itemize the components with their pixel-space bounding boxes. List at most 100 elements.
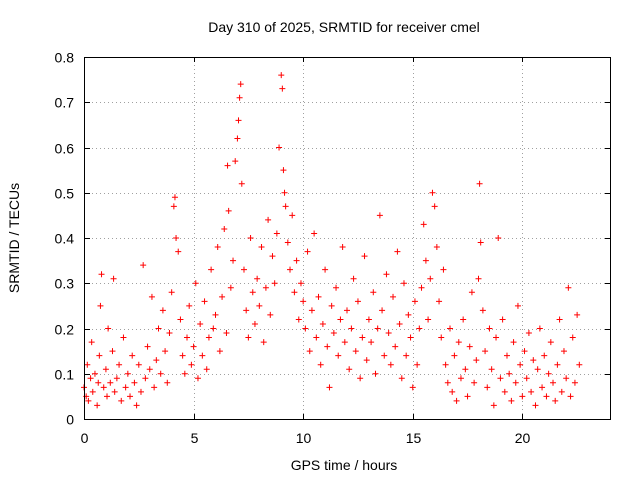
data-point (273, 230, 280, 237)
data-point (403, 352, 410, 359)
data-point (565, 284, 572, 291)
x-tick-label: 15 (406, 430, 422, 446)
data-point (341, 339, 348, 346)
data-point (168, 289, 175, 296)
data-point (530, 357, 537, 364)
data-point (142, 375, 149, 382)
data-point (383, 271, 390, 278)
data-point (319, 320, 326, 327)
data-point (455, 339, 462, 346)
data-point (256, 302, 263, 309)
y-tick-label: 0.4 (55, 231, 75, 247)
data-point (276, 144, 283, 151)
data-point (354, 298, 361, 305)
data-point (464, 393, 471, 400)
data-point (433, 244, 440, 251)
data-point (473, 357, 480, 364)
data-point (385, 330, 392, 337)
data-point (512, 379, 519, 386)
data-point (91, 370, 98, 377)
data-point (471, 379, 478, 386)
data-point (313, 334, 320, 341)
data-point (311, 230, 318, 237)
y-tick-label: 0 (66, 412, 74, 428)
data-point (135, 361, 142, 368)
data-point (376, 212, 383, 219)
data-point (97, 302, 104, 309)
data-point (381, 352, 388, 359)
y-tick-label: 0.5 (55, 186, 75, 202)
data-point (186, 302, 193, 309)
data-point (392, 343, 399, 350)
data-point (390, 293, 397, 300)
data-point (576, 361, 583, 368)
data-point (105, 325, 112, 332)
data-point (486, 325, 493, 332)
data-point (457, 375, 464, 382)
data-point (224, 162, 231, 169)
data-point (550, 379, 557, 386)
data-point (190, 343, 197, 350)
data-point (278, 72, 285, 79)
data-point (175, 248, 182, 255)
data-point (497, 375, 504, 382)
data-point (221, 225, 228, 232)
y-tick-label: 0.8 (55, 50, 75, 66)
data-point (173, 235, 180, 241)
data-point (254, 275, 261, 282)
data-point (171, 194, 178, 201)
chart-title: Day 310 of 2025, SRMTID for receiver cme… (208, 19, 480, 35)
data-point (308, 307, 315, 314)
data-point (144, 343, 151, 350)
data-point (216, 348, 223, 355)
data-point (414, 361, 421, 368)
data-point (267, 311, 274, 318)
data-point (560, 348, 567, 355)
data-point (398, 375, 405, 382)
data-point (194, 375, 201, 382)
data-point (379, 307, 386, 314)
data-point (247, 235, 254, 241)
data-point (523, 375, 530, 382)
data-point (488, 366, 495, 373)
data-point (499, 316, 506, 323)
data-point (232, 158, 239, 165)
data-point (442, 361, 449, 368)
data-point (295, 316, 302, 323)
data-point (503, 352, 510, 359)
data-point (337, 316, 344, 323)
x-axis: 0 5 10 15 20 (81, 57, 530, 446)
data-point (293, 257, 300, 264)
data-point (184, 334, 191, 341)
data-point (84, 361, 91, 368)
data-point (350, 275, 357, 282)
data-point (552, 397, 559, 404)
data-point (265, 216, 272, 223)
data-point (514, 302, 521, 309)
data-point (287, 266, 294, 273)
data-point (453, 397, 460, 404)
data-point (107, 379, 114, 386)
data-point (368, 339, 375, 346)
data-point (324, 343, 331, 350)
data-point (348, 325, 355, 332)
data-point (129, 352, 136, 359)
data-point (339, 244, 346, 251)
data-point (201, 298, 208, 305)
data-point (124, 370, 131, 377)
data-point (159, 307, 166, 314)
data-point (109, 348, 116, 355)
data-point (475, 275, 482, 282)
data-point (234, 135, 241, 142)
data-point (133, 402, 140, 409)
data-point (230, 257, 237, 264)
data-point (490, 402, 497, 409)
data-point (279, 85, 286, 92)
data-point (344, 307, 350, 314)
data-point (111, 388, 118, 395)
data-point (181, 370, 188, 377)
data-point (528, 388, 535, 395)
data-point (569, 334, 576, 341)
data-point (212, 311, 219, 318)
